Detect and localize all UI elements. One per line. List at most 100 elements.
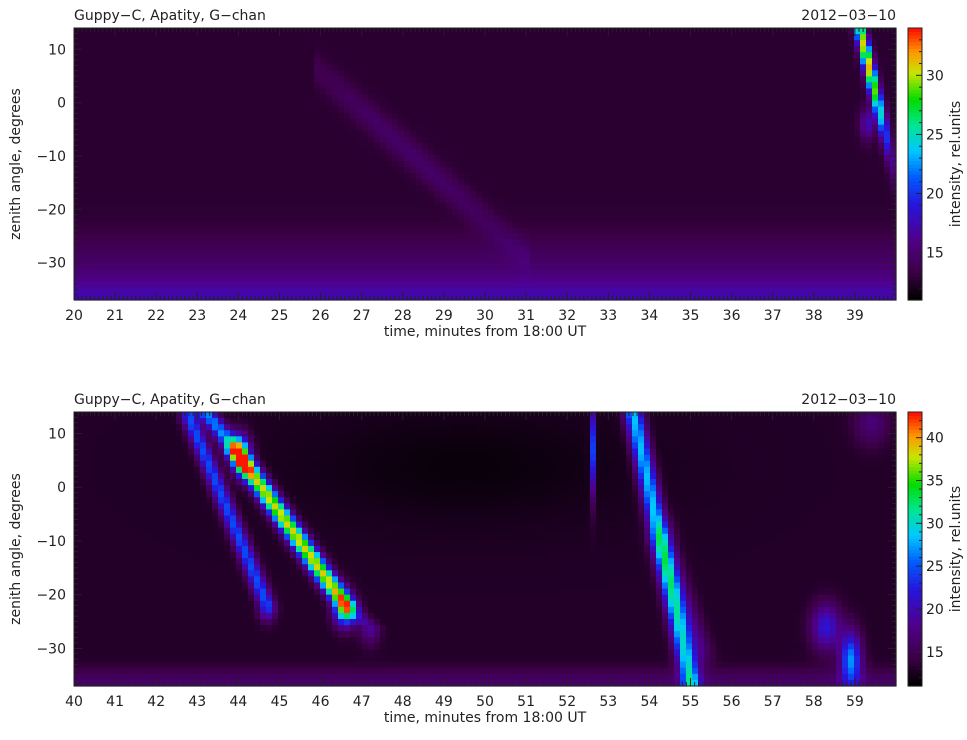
heatmap-cell [488, 136, 495, 144]
heatmap-cell [698, 70, 705, 77]
heatmap-cell [104, 233, 111, 241]
heatmap-cell [254, 70, 261, 77]
heatmap-cell [290, 293, 297, 301]
heatmap-cell [548, 106, 555, 114]
heatmap-cell [566, 52, 573, 59]
heatmap-cell [326, 76, 333, 83]
heatmap-cell [164, 197, 171, 204]
heatmap-cell [656, 82, 663, 90]
heatmap-cell [320, 269, 327, 277]
heatmap-cell [668, 239, 675, 247]
heatmap-cell [446, 191, 453, 198]
heatmap-cell [536, 76, 543, 83]
heatmap-cell [686, 221, 693, 229]
heatmap-cell [200, 94, 207, 102]
heatmap-cell [704, 70, 711, 77]
heatmap-cell [116, 52, 123, 59]
heatmap-cell [116, 160, 123, 168]
heatmap-cell [326, 281, 333, 289]
heatmap-cell [242, 112, 249, 120]
heatmap-cell [650, 118, 657, 126]
heatmap-cell [224, 191, 231, 198]
heatmap-cell [110, 263, 117, 271]
heatmap-cell [320, 112, 327, 120]
heatmap-cell [500, 197, 507, 204]
heatmap-cell [410, 88, 417, 96]
heatmap-cell [206, 287, 213, 295]
heatmap-cell [656, 160, 663, 168]
heatmap-cell [470, 173, 477, 180]
heatmap-cell [416, 287, 423, 295]
heatmap-cell [686, 209, 693, 216]
heatmap-cell [722, 70, 729, 77]
heatmap-cell [158, 245, 165, 253]
heatmap-cell [290, 221, 297, 229]
heatmap-cell [326, 275, 333, 283]
heatmap-cell [680, 148, 687, 156]
heatmap-cell [434, 94, 441, 102]
heatmap-cell [470, 293, 477, 301]
heatmap-cell [242, 167, 249, 174]
heatmap-cell [206, 215, 213, 223]
heatmap-cell [494, 52, 501, 59]
heatmap-cell [392, 197, 399, 204]
heatmap-cell [194, 130, 201, 138]
heatmap-cell [344, 82, 351, 90]
heatmap-cell [206, 173, 213, 180]
heatmap-cell [512, 124, 519, 132]
heatmap-cell [620, 88, 627, 96]
heatmap-cell [152, 76, 159, 83]
heatmap-cell [362, 191, 369, 198]
heatmap-cell [518, 112, 525, 120]
heatmap-cell [230, 293, 237, 301]
heatmap-cell [722, 221, 729, 229]
heatmap-cell [98, 34, 105, 41]
heatmap-cell [548, 82, 555, 90]
heatmap-cell [170, 197, 177, 204]
heatmap-cell [266, 257, 273, 265]
heatmap-cell [182, 227, 189, 235]
heatmap-cell [644, 142, 651, 150]
heatmap-cell [152, 100, 159, 108]
heatmap-cell [338, 160, 345, 168]
heatmap-cell [116, 46, 123, 53]
heatmap-cell [734, 269, 741, 277]
heatmap-cell [80, 64, 87, 71]
heatmap-cell [230, 275, 237, 283]
heatmap-cell [278, 82, 285, 90]
heatmap-cell [692, 82, 699, 90]
heatmap-cell [572, 287, 579, 295]
heatmap-cell [92, 76, 99, 83]
heatmap-cell [476, 118, 483, 126]
heatmap-cell [470, 76, 477, 83]
heatmap-cell [434, 227, 441, 235]
heatmap-cell [74, 70, 81, 77]
heatmap-cell [140, 293, 147, 301]
heatmap-cell [326, 58, 333, 65]
heatmap-cell [686, 76, 693, 83]
heatmap-cell [200, 148, 207, 156]
heatmap-cell [128, 167, 135, 174]
heatmap-cell [224, 94, 231, 102]
heatmap-cell [656, 269, 663, 277]
heatmap-cell [404, 76, 411, 83]
heatmap-cell [518, 275, 525, 283]
heatmap-cell [224, 100, 231, 108]
heatmap-cell [638, 281, 645, 289]
heatmap-cell [554, 239, 561, 247]
heatmap-cell [512, 245, 519, 253]
heatmap-cell [392, 118, 399, 126]
heatmap-cell [284, 58, 291, 65]
heatmap-cell [134, 167, 141, 174]
heatmap-cell [80, 245, 87, 253]
heatmap-cell [428, 197, 435, 204]
heatmap-cell [710, 233, 717, 241]
heatmap-cell [554, 233, 561, 241]
heatmap-cell [476, 112, 483, 120]
heatmap-cell [452, 40, 459, 47]
heatmap-cell [170, 185, 177, 192]
heatmap-cell [620, 209, 627, 216]
heatmap-cell [620, 34, 627, 41]
heatmap-cell [710, 269, 717, 277]
heatmap-cell [680, 106, 687, 114]
